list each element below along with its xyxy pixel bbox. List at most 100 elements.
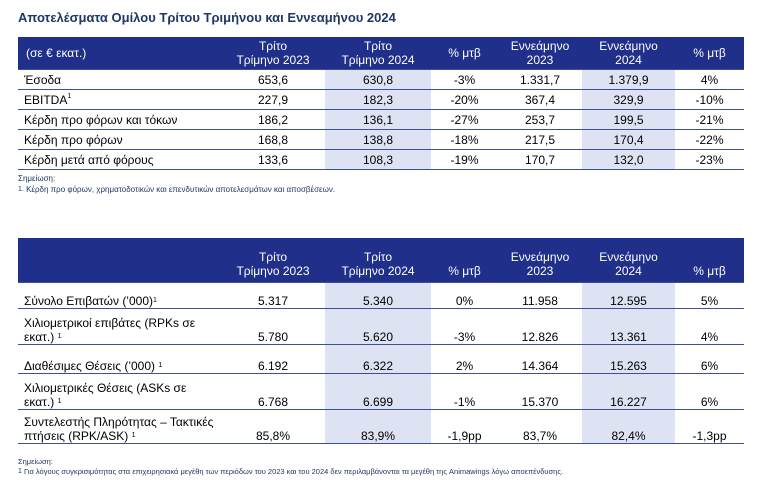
header-pct-q3: % μτβ: [431, 238, 498, 283]
table-row: Διαθέσιμες Θέσεις (’000) 1 6.192 6.322 2…: [18, 344, 744, 374]
table-header-row: (σε € εκατ.) Τρίτο Τρίμηνο 2023 Τρίτο Τρίμ…: [18, 37, 744, 70]
cell-q3-2024: 108,3: [325, 149, 431, 170]
header-unit: (σε € εκατ.): [18, 37, 221, 70]
cell-9m-2024: 13.361: [582, 308, 675, 345]
cell-9m-2023: 367,4: [498, 89, 582, 110]
table-row: Έσοδα 653,6 630,8 -3% 1.331,7 1.379,9 4%: [18, 69, 744, 90]
header-q3-2024: Τρίτο Τρίμηνο 2024: [325, 37, 431, 70]
table-row: Κέρδη προ φόρων 168,8 138,8 -18% 217,5 1…: [18, 129, 744, 150]
header-9m-2024: Εννεάμηνο 2024: [582, 238, 675, 283]
cell-q3-2023: 227,9: [221, 89, 325, 110]
cell-pct-9m: -1,3pp: [675, 409, 744, 444]
cell-pct-9m: 5%: [675, 282, 744, 309]
cell-q3-2023: 168,8: [221, 129, 325, 150]
cell-pct-9m: 4%: [675, 308, 744, 345]
row-label: Κέρδη μετά από φόρους: [18, 149, 221, 170]
cell-pct-q3: -3%: [431, 69, 498, 90]
header-q3-2024: Τρίτο Τρίμηνο 2024: [325, 238, 431, 283]
table-row: Χιλιομετρικοί επιβάτες (RPKs σε εκατ.) 1…: [18, 308, 744, 345]
cell-9m-2024: 15.263: [582, 344, 675, 374]
cell-q3-2023: 186,2: [221, 109, 325, 130]
cell-pct-9m: 6%: [675, 344, 744, 374]
header-9m-2024: Εννεάμηνο 2024: [582, 37, 675, 70]
table1-note: Σημείωση: 1. Κέρδη προ φόρων, χρηματοδοτ…: [18, 173, 335, 195]
cell-9m-2023: 170,7: [498, 149, 582, 170]
cell-9m-2023: 12.826: [498, 308, 582, 345]
cell-q3-2023: 653,6: [221, 69, 325, 90]
table-row: EBITDA1 227,9 182,3 -20% 367,4 329,9 -10…: [18, 89, 744, 110]
row-label: Χιλιομετρικοί επιβάτες (RPKs σε εκατ.) 1: [18, 308, 221, 345]
table-row: Συντελεστής Πληρότητας – Τακτικές πτήσει…: [18, 409, 744, 444]
header-9m-2023: Εννεάμηνο 2023: [498, 238, 582, 283]
cell-pct-9m: 6%: [675, 373, 744, 410]
cell-pct-q3: -1%: [431, 373, 498, 410]
header-pct-9m: % μτβ: [675, 37, 744, 70]
note-text: 1 Για λόγους συγκρισιμότητας στα επιχειρ…: [18, 467, 564, 476]
table-row: Κέρδη προ φόρων και τόκων 186,2 136,1 -2…: [18, 109, 744, 130]
cell-q3-2024: 182,3: [325, 89, 431, 110]
cell-9m-2024: 82,4%: [582, 409, 675, 444]
header-q3-2023: Τρίτο Τρίμηνο 2023: [221, 238, 325, 283]
cell-pct-9m: -21%: [675, 109, 744, 130]
cell-pct-q3: -20%: [431, 89, 498, 110]
cell-q3-2024: 5.340: [325, 282, 431, 309]
cell-9m-2024: 12.595: [582, 282, 675, 309]
cell-q3-2024: 630,8: [325, 69, 431, 90]
cell-q3-2024: 138,8: [325, 129, 431, 150]
row-label: Κέρδη προ φόρων και τόκων: [18, 109, 221, 130]
cell-pct-9m: 4%: [675, 69, 744, 90]
table2-note: Σημείωση: 1 Για λόγους συγκρισιμότητας σ…: [18, 457, 563, 477]
cell-9m-2023: 11.958: [498, 282, 582, 309]
cell-pct-q3: -18%: [431, 129, 498, 150]
cell-q3-2024: 83,9%: [325, 409, 431, 444]
traffic-stats-table: Τρίτο Τρίμηνο 2023 Τρίτο Τρίμηνο 2024 % μτ…: [18, 238, 744, 444]
cell-q3-2024: 6.322: [325, 344, 431, 374]
cell-pct-q3: 0%: [431, 282, 498, 309]
row-label: Χιλιομετρικές Θέσεις (ASKs σε εκατ.) 1: [18, 373, 221, 410]
table-header-row: Τρίτο Τρίμηνο 2023 Τρίτο Τρίμηνο 2024 % μτ…: [18, 238, 744, 283]
cell-q3-2024: 136,1: [325, 109, 431, 130]
table-row: Σύνολο Επιβατών (’000)1 5.317 5.340 0% 1…: [18, 282, 744, 309]
cell-pct-9m: -10%: [675, 89, 744, 110]
cell-pct-q3: -3%: [431, 308, 498, 345]
header-pct-q3: % μτβ: [431, 37, 498, 70]
cell-pct-9m: -23%: [675, 149, 744, 170]
note-title: Σημείωση:: [18, 174, 56, 183]
cell-pct-q3: -1,9pp: [431, 409, 498, 444]
cell-q3-2024: 5.620: [325, 308, 431, 345]
cell-q3-2023: 6.768: [221, 373, 325, 410]
cell-9m-2023: 217,5: [498, 129, 582, 150]
header-9m-2023: Εννεάμηνο 2023: [498, 37, 582, 70]
cell-pct-q3: -19%: [431, 149, 498, 170]
row-label: EBITDA1: [18, 89, 221, 110]
note-text: 1. Κέρδη προ φόρων, χρηματοδοτικών και ε…: [18, 185, 336, 194]
cell-9m-2024: 170,4: [582, 129, 675, 150]
cell-9m-2023: 83,7%: [498, 409, 582, 444]
cell-9m-2023: 1.331,7: [498, 69, 582, 90]
header-pct-9m: % μτβ: [675, 238, 744, 283]
header-q3-2023: Τρίτο Τρίμηνο 2023: [221, 37, 325, 70]
cell-9m-2023: 14.364: [498, 344, 582, 374]
cell-pct-q3: 2%: [431, 344, 498, 374]
row-label: Συντελεστής Πληρότητας – Τακτικές πτήσει…: [18, 409, 221, 444]
group-results-table: (σε € εκατ.) Τρίτο Τρίμηνο 2023 Τρίτο Τρίμ…: [18, 37, 744, 170]
table-body: Έσοδα 653,6 630,8 -3% 1.331,7 1.379,9 4%…: [18, 69, 744, 170]
table-row: Χιλιομετρικές Θέσεις (ASKs σε εκατ.) 1 6…: [18, 373, 744, 410]
cell-9m-2024: 329,9: [582, 89, 675, 110]
cell-9m-2023: 15.370: [498, 373, 582, 410]
row-label: Έσοδα: [18, 69, 221, 90]
cell-9m-2024: 132,0: [582, 149, 675, 170]
cell-9m-2024: 199,5: [582, 109, 675, 130]
row-label: Σύνολο Επιβατών (’000)1: [18, 282, 221, 309]
cell-pct-9m: -22%: [675, 129, 744, 150]
cell-q3-2023: 133,6: [221, 149, 325, 170]
cell-q3-2023: 5.317: [221, 282, 325, 309]
cell-9m-2024: 16.227: [582, 373, 675, 410]
page-title: Αποτελέσματα Ομίλου Τρίτου Τριμήνου και …: [18, 10, 396, 25]
table-row: Κέρδη μετά από φόρους 133,6 108,3 -19% 1…: [18, 149, 744, 170]
cell-pct-q3: -27%: [431, 109, 498, 130]
cell-q3-2023: 6.192: [221, 344, 325, 374]
cell-q3-2024: 6.699: [325, 373, 431, 410]
row-label: Κέρδη προ φόρων: [18, 129, 221, 150]
header-label: [18, 238, 221, 283]
